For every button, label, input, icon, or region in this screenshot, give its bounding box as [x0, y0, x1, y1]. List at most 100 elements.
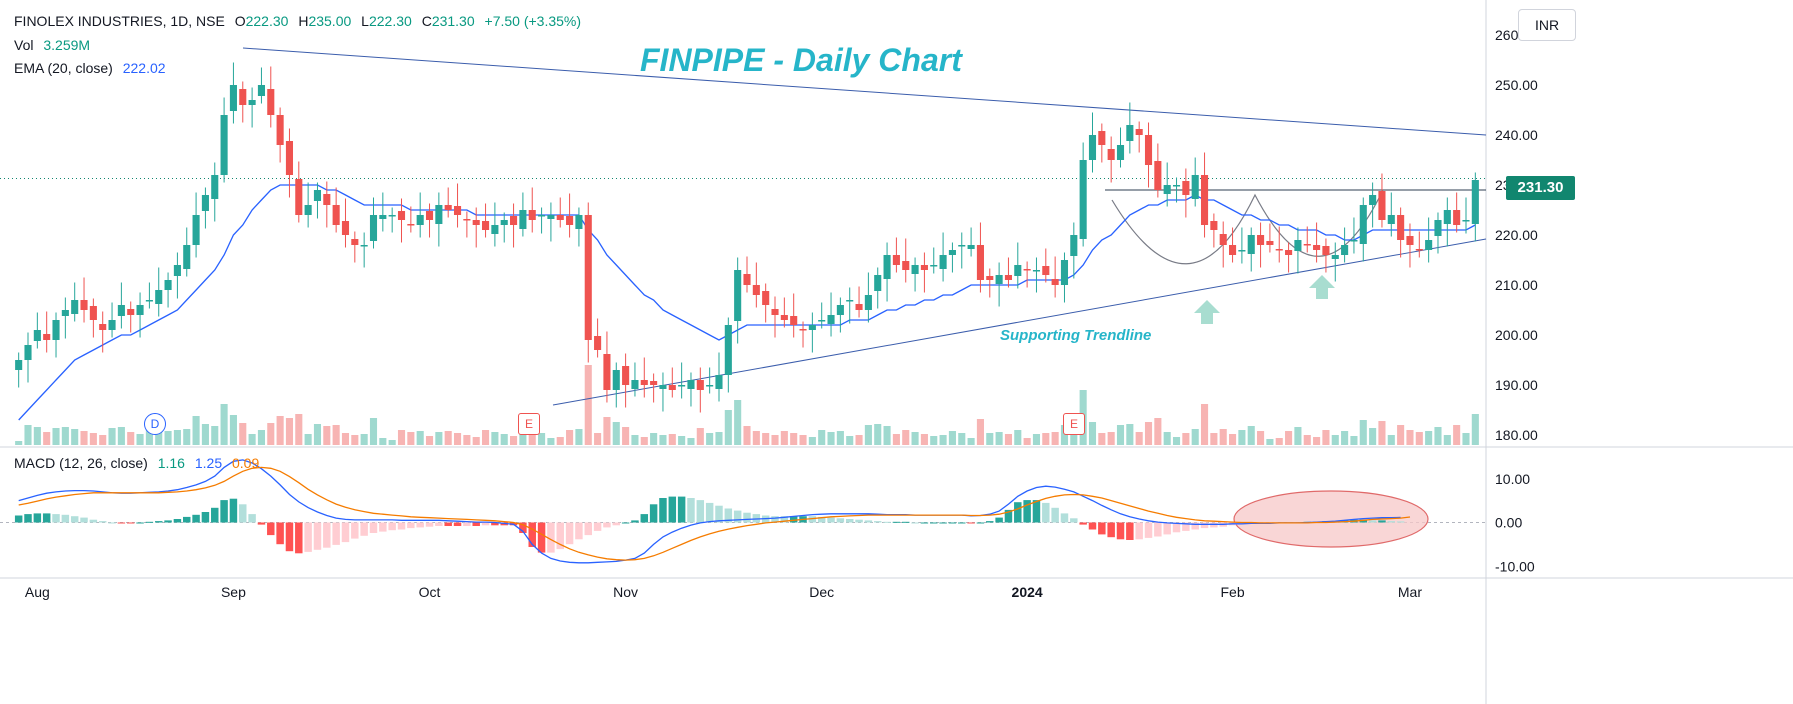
dividend-marker[interactable]: D [144, 413, 166, 435]
volume-bar [1042, 433, 1050, 445]
volume-bar [976, 419, 984, 445]
price-tick-label: 220.00 [1495, 227, 1538, 243]
candle-body [1415, 249, 1423, 251]
volume-bar [127, 432, 135, 445]
volume-bar [1369, 428, 1377, 445]
candle-body [836, 305, 844, 315]
volume-bar [920, 434, 928, 445]
candle-body [52, 320, 60, 340]
candle-body [248, 100, 256, 105]
volume-bar [1415, 432, 1423, 445]
candle-body [1443, 210, 1451, 224]
volume-bar [827, 432, 835, 445]
macd-histogram-bar [1051, 507, 1059, 523]
candle-body [883, 255, 891, 279]
candle-body [734, 270, 742, 321]
volume-bar [183, 429, 191, 445]
macd-histogram-bar [154, 521, 163, 523]
macd-histogram-bar [1126, 522, 1134, 540]
volume-bar [1051, 432, 1059, 445]
volume-bar [295, 414, 303, 445]
volume-bar [388, 440, 396, 445]
volume-bar [267, 423, 275, 445]
macd-histogram-bar [173, 519, 182, 523]
candle-body [818, 320, 826, 322]
macd-histogram-bar [733, 510, 742, 523]
candle-body [388, 215, 396, 217]
volume-bar [883, 426, 891, 445]
macd-histogram-bar [640, 514, 649, 523]
volume-bar [1359, 420, 1367, 445]
volume-bar [836, 431, 844, 445]
candle-body [762, 291, 770, 305]
macd-histogram-bar [584, 522, 592, 536]
volume-bar [678, 436, 686, 445]
time-tick-label: Oct [419, 584, 441, 600]
volume-bar [855, 435, 863, 445]
open-value: 222.30 [245, 13, 289, 29]
volume-bar [1191, 429, 1199, 445]
volume-bar [248, 434, 256, 445]
macd-histogram-bar [1200, 522, 1209, 529]
volume-legend: Vol 3.259M [14, 37, 90, 53]
volume-bar [379, 438, 387, 445]
hist-value: 0.09 [232, 455, 260, 471]
candle-body [1257, 235, 1265, 245]
volume-bar [874, 424, 882, 445]
candle-body [911, 265, 919, 274]
candle-body [808, 325, 816, 330]
volume-bar [1107, 432, 1115, 445]
chart-title: FINPIPE - Daily Chart [640, 42, 962, 78]
volume-bar [416, 431, 424, 445]
candle-body [1098, 131, 1106, 145]
candle-body [201, 195, 209, 211]
signal-value: 1.25 [194, 455, 223, 471]
high-label: H [298, 13, 309, 29]
candle-body [43, 334, 51, 340]
currency-button[interactable]: INR [1518, 9, 1576, 41]
macd-histogram-bar [752, 514, 761, 523]
volume-bar [15, 441, 23, 445]
volume-bar [1350, 436, 1358, 445]
earnings-marker[interactable]: E [518, 413, 540, 435]
volume-bar [612, 422, 620, 445]
candle-body [416, 215, 424, 225]
macd-histogram-bar [211, 507, 219, 523]
candle-body [24, 345, 32, 360]
price-tick-label: 190.00 [1495, 377, 1538, 393]
highlight-ellipse [1233, 490, 1429, 548]
volume-bar [584, 365, 592, 445]
candle-body [71, 300, 79, 314]
macd-histogram-bar [631, 520, 639, 523]
volume-bar [1303, 435, 1311, 445]
macd-histogram-bar [351, 522, 359, 539]
volume-bar [1257, 431, 1265, 445]
macd-histogram-bar [1396, 521, 1405, 523]
macd-histogram-bar [1004, 509, 1013, 523]
macd-histogram-bar [817, 516, 826, 523]
macd-histogram-bar [855, 519, 863, 523]
candle-body [1060, 260, 1069, 285]
macd-histogram-bar [1163, 522, 1171, 535]
volume-bar [640, 437, 648, 445]
candle-body [211, 175, 219, 199]
macd-histogram-bar [603, 522, 611, 528]
macd-histogram-bar [995, 517, 1003, 523]
volume-bar [1004, 434, 1013, 445]
macd-histogram-bar [145, 521, 154, 523]
ema-legend: EMA (20, close) 222.02 [14, 60, 166, 76]
macd-histogram-bar [537, 522, 546, 553]
candle-body [108, 320, 116, 330]
macd-histogram-bar [70, 516, 79, 523]
candle-body [556, 215, 564, 220]
volume-bar [500, 434, 508, 445]
volume-bar [687, 438, 695, 445]
macd-histogram-bar [416, 522, 424, 528]
volume-bar [257, 430, 265, 445]
earnings-marker[interactable]: E [1063, 413, 1085, 435]
volume-bar [696, 428, 704, 445]
macd-histogram-bar [528, 522, 536, 547]
macd-histogram-bar [1079, 522, 1087, 525]
volume-bar [668, 434, 676, 445]
